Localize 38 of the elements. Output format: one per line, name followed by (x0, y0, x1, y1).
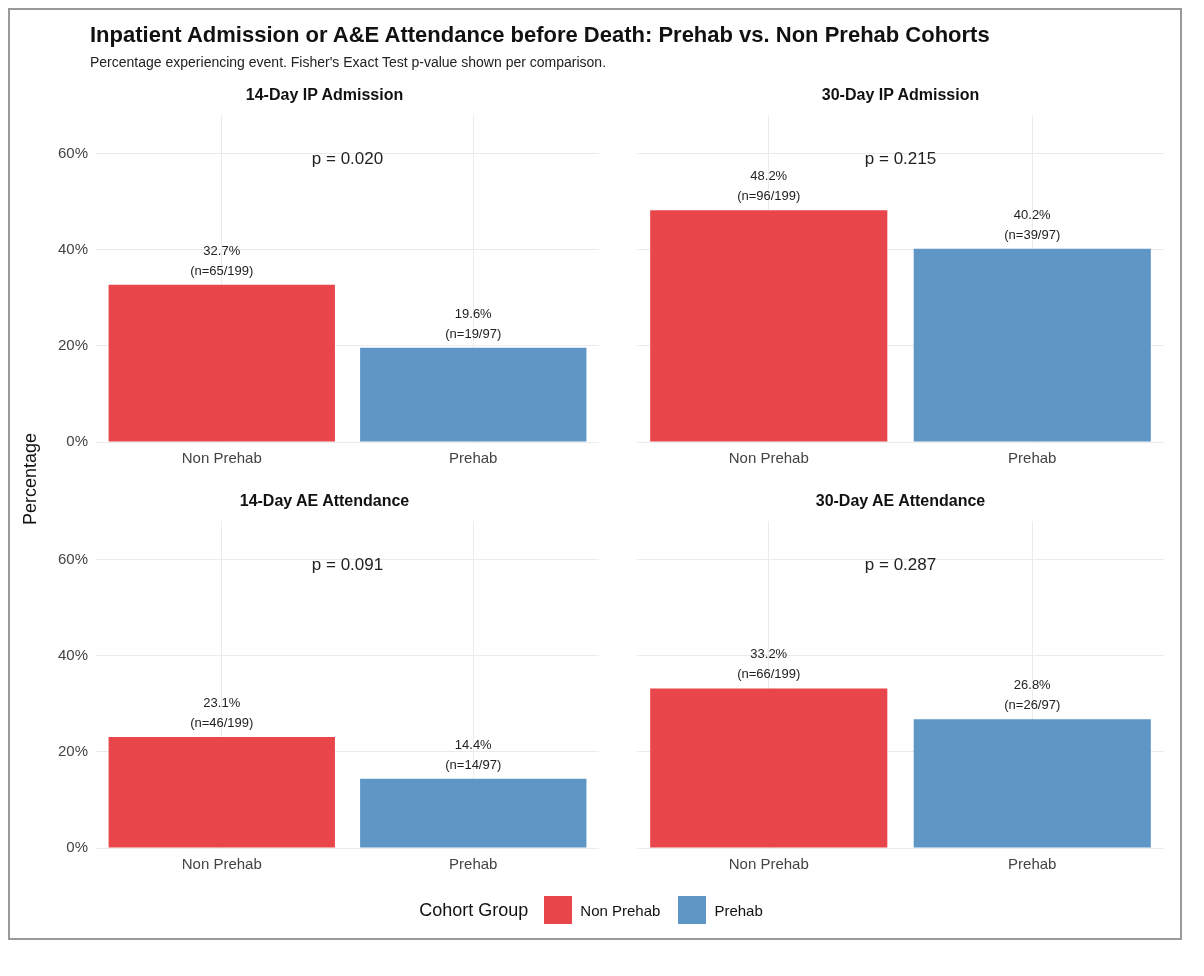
x-tick-label: Prehab (1008, 449, 1057, 467)
data-label: 19.6% (n=19/97) (445, 305, 502, 341)
annotation: p = 0.020 (311, 149, 384, 169)
x-tick-label: Non Prehab (728, 855, 809, 873)
x-tick-label: Non Prehab (181, 855, 262, 873)
chart-title: 30-Day IP Admission (821, 86, 980, 104)
y-tick-label: 40% (57, 239, 89, 257)
data-label: 23.1% (n=46/199) (190, 694, 254, 730)
text: Percentage experiencing event. Fisher's Exact Test p-value shown per comparison. (90, 54, 608, 70)
chart-title: 14-Day AE Attendance (239, 492, 410, 510)
y-tick-label: 60% (57, 143, 89, 161)
x-tick-label: Non Prehab (181, 449, 262, 467)
y-tick-label: 0% (66, 838, 89, 856)
data-label: 26.8% (n=26/97) (1004, 677, 1061, 713)
annotation: p = 0.215 (864, 149, 937, 169)
legend-title: Cohort Group (419, 899, 529, 921)
chart-title: 30-Day AE Attendance (815, 492, 986, 510)
y-axis-title: Percentage (19, 432, 41, 526)
y-tick-label: 60% (57, 549, 89, 567)
y-tick-label: 20% (57, 742, 89, 760)
y-tick-label: 20% (57, 336, 89, 354)
x-tick-label: Prehab (449, 855, 498, 873)
y-tick-label: 40% (57, 645, 89, 663)
annotation: p = 0.287 (864, 555, 937, 575)
legend-label: Prehab (714, 901, 763, 919)
data-label: 40.2% (n=39/97) (1004, 206, 1061, 242)
data-label: 32.7% (n=65/199) (190, 242, 254, 278)
x-tick-label: Prehab (1008, 855, 1057, 873)
annotation: p = 0.091 (311, 555, 384, 575)
data-label: 33.2% (n=66/199) (737, 646, 801, 682)
chart-title: 14-Day IP Admission (245, 86, 404, 104)
data-label: 48.2% (n=96/199) (737, 168, 801, 204)
x-tick-label: Non Prehab (728, 449, 809, 467)
x-tick-label: Prehab (449, 449, 498, 467)
data-label: 14.4% (n=14/97) (445, 736, 502, 772)
legend-label: Non Prehab (580, 901, 661, 919)
text: Inpatient Admission or A&E Attendance before Death: Prehab vs. Non Prehab Cohorts (90, 22, 991, 48)
y-tick-label: 0% (66, 432, 89, 450)
